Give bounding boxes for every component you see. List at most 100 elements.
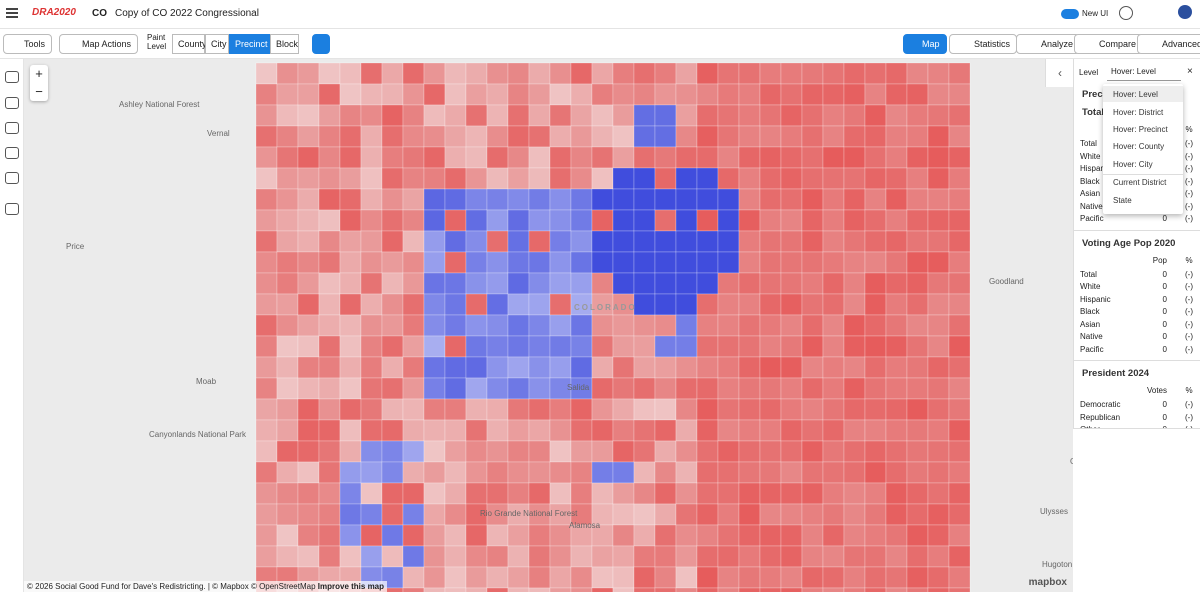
precinct xyxy=(402,188,425,211)
logo[interactable]: DRA2020 xyxy=(32,7,76,18)
zoom-controls[interactable]: + − xyxy=(30,65,48,101)
precinct xyxy=(255,167,278,190)
map-label: Canyonlands National Park xyxy=(149,430,246,439)
paint-level-button[interactable]: City xyxy=(205,34,229,54)
precinct xyxy=(717,230,740,253)
paint-level-button[interactable]: Precinct xyxy=(229,34,270,54)
sidebar-icon[interactable] xyxy=(5,97,19,109)
precinct xyxy=(381,62,404,85)
toggle[interactable] xyxy=(1061,9,1079,19)
precinct xyxy=(717,587,740,592)
map-actions-button[interactable]: Map Actions xyxy=(59,34,139,54)
precinct xyxy=(927,524,950,547)
precinct xyxy=(717,524,740,547)
precinct xyxy=(402,482,425,505)
precinct xyxy=(528,293,551,316)
row-pct: (-) xyxy=(1185,282,1193,291)
pan-tool[interactable] xyxy=(312,34,330,54)
collapse-button[interactable]: ‹ xyxy=(1045,59,1073,87)
level-select[interactable]: Hover: Level xyxy=(1107,64,1181,81)
dropdown-option[interactable]: Current District xyxy=(1113,178,1167,187)
sidebar-icon[interactable] xyxy=(5,71,19,83)
section-title: Total xyxy=(1082,107,1104,118)
precinct xyxy=(402,503,425,526)
precinct xyxy=(738,314,761,337)
precinct xyxy=(717,461,740,484)
row-label: Native xyxy=(1080,332,1103,341)
precinct xyxy=(780,104,803,127)
sidebar-icon[interactable] xyxy=(5,203,19,215)
precinct xyxy=(507,104,530,127)
precinct xyxy=(633,545,656,568)
precinct xyxy=(717,482,740,505)
precinct xyxy=(759,167,782,190)
row-pct: (-) xyxy=(1185,344,1193,354)
precinct xyxy=(675,230,698,253)
row-pct: (-) xyxy=(1185,189,1193,198)
dropdown-option[interactable]: State xyxy=(1113,196,1132,205)
sidebar-icon[interactable] xyxy=(5,122,19,134)
mapbox-logo[interactable]: mapbox xyxy=(1028,577,1067,588)
precinct xyxy=(696,587,719,592)
map-name[interactable]: Copy of CO 2022 Congressional xyxy=(115,8,259,19)
precinct xyxy=(654,314,677,337)
precinct xyxy=(339,83,362,106)
precinct xyxy=(759,461,782,484)
view-button[interactable]: Advanced xyxy=(1137,34,1200,54)
precinct xyxy=(885,125,908,148)
paint-level-button[interactable]: Block xyxy=(270,34,299,54)
precinct xyxy=(381,377,404,400)
precinct xyxy=(654,188,677,211)
precinct xyxy=(612,524,635,547)
sidebar-icon[interactable] xyxy=(5,172,19,184)
precinct xyxy=(465,230,488,253)
precinct xyxy=(381,125,404,148)
avatar[interactable] xyxy=(1178,5,1192,19)
precinct xyxy=(759,524,782,547)
precinct xyxy=(885,188,908,211)
precinct xyxy=(654,167,677,190)
precinct xyxy=(738,230,761,253)
view-button[interactable]: Map xyxy=(903,34,947,54)
precinct xyxy=(570,545,593,568)
precinct xyxy=(549,524,572,547)
view-button[interactable]: Analyze xyxy=(1016,34,1081,54)
row-label: Total xyxy=(1080,139,1097,148)
close-button[interactable]: × xyxy=(1187,66,1193,77)
precinct xyxy=(276,440,299,463)
map-label: Garden City xyxy=(1070,457,1073,466)
paint-level-button[interactable]: County xyxy=(172,34,207,54)
sidebar-icon[interactable] xyxy=(5,147,19,159)
precinct xyxy=(696,230,719,253)
precinct xyxy=(864,125,887,148)
precinct xyxy=(759,440,782,463)
help-icon[interactable] xyxy=(1119,6,1133,20)
view-button[interactable]: Compare xyxy=(1074,34,1144,54)
precinct xyxy=(591,146,614,169)
dropdown-option[interactable]: Hover: County xyxy=(1113,142,1165,151)
tools-button[interactable]: Tools xyxy=(3,34,53,54)
menu-button[interactable] xyxy=(6,8,18,10)
dropdown-option[interactable]: Hover: Precinct xyxy=(1113,125,1168,134)
precinct xyxy=(864,566,887,589)
dropdown-option[interactable]: Hover: Level xyxy=(1113,90,1158,99)
dropdown-option[interactable]: Hover: City xyxy=(1113,160,1153,169)
precinct xyxy=(738,167,761,190)
map-label: Hugoton xyxy=(1042,560,1073,569)
precinct xyxy=(738,209,761,232)
improve-link[interactable]: Improve this map xyxy=(317,582,385,591)
row-label: Other xyxy=(1080,424,1100,428)
precinct xyxy=(843,104,866,127)
dropdown-option[interactable]: Hover: District xyxy=(1113,108,1164,117)
precinct xyxy=(339,377,362,400)
map[interactable]: + − ‹ © 2026 Social Good Fund for Dave's … xyxy=(24,59,1073,592)
precinct xyxy=(276,209,299,232)
view-button[interactable]: Statistics xyxy=(949,34,1018,54)
precinct xyxy=(864,167,887,190)
precinct xyxy=(255,230,278,253)
precinct xyxy=(948,62,971,85)
precinct xyxy=(486,188,509,211)
precinct xyxy=(360,62,383,85)
map-canvas[interactable] xyxy=(24,59,1073,592)
precinct xyxy=(528,566,551,589)
